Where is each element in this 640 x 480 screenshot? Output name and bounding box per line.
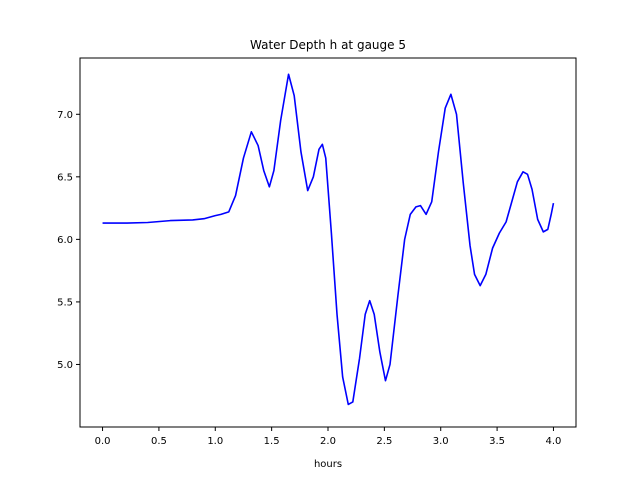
x-tick-label: 3.5: [489, 436, 505, 447]
y-tick-label: 5.5: [57, 297, 73, 308]
y-tick-label: 5.0: [57, 360, 73, 371]
x-axis-label: hours: [314, 459, 342, 470]
x-axis: 0.0 0.5 1.0 1.5 2.0 2.5 3.0 3.5 4.0: [95, 427, 562, 447]
y-tick-label: 7.0: [57, 110, 73, 121]
plot-area: [102, 73, 555, 406]
x-tick-label: 0.0: [95, 436, 111, 447]
x-tick-label: 2.0: [320, 436, 336, 447]
y-tick-label: 6.0: [57, 235, 73, 246]
y-tick-label: 6.5: [57, 172, 73, 183]
chart-title: Water Depth h at gauge 5: [250, 38, 406, 52]
y-axis: 5.0 5.5 6.0 6.5 7.0: [57, 110, 80, 371]
x-tick-label: 1.5: [264, 436, 280, 447]
x-tick-label: 0.5: [151, 436, 167, 447]
x-tick-label: 3.0: [433, 436, 449, 447]
x-tick-label: 1.0: [207, 436, 223, 447]
x-tick-label: 4.0: [546, 436, 562, 447]
series-line-0: [102, 73, 555, 406]
x-tick-label: 2.5: [376, 436, 392, 447]
